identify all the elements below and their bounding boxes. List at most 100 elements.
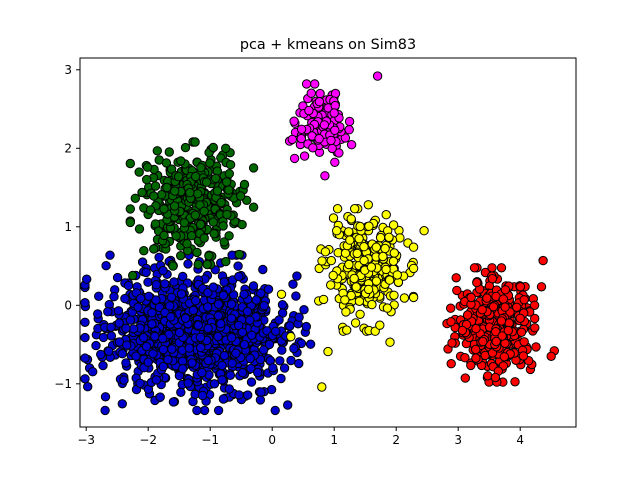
data-point bbox=[114, 318, 124, 328]
data-point bbox=[213, 331, 223, 342]
data-point bbox=[384, 232, 394, 243]
x-tick-label: −3 bbox=[77, 433, 95, 447]
data-point bbox=[191, 296, 201, 306]
data-point bbox=[150, 331, 160, 342]
data-point bbox=[487, 274, 498, 284]
data-point bbox=[148, 349, 158, 359]
data-point bbox=[319, 120, 330, 130]
data-point bbox=[208, 142, 219, 153]
data-point bbox=[519, 295, 529, 305]
data-point bbox=[139, 246, 149, 256]
data-point bbox=[503, 325, 513, 336]
data-point bbox=[270, 405, 280, 416]
data-point bbox=[185, 188, 195, 198]
data-point bbox=[350, 318, 361, 328]
data-point bbox=[239, 179, 250, 190]
data-point bbox=[330, 88, 341, 99]
data-point bbox=[136, 293, 146, 304]
data-point bbox=[151, 295, 161, 305]
data-point bbox=[259, 301, 269, 311]
data-point bbox=[248, 163, 259, 173]
data-point bbox=[340, 133, 351, 143]
data-point bbox=[80, 317, 90, 327]
data-point bbox=[263, 284, 274, 294]
data-point bbox=[482, 293, 492, 303]
x-tick-label: 1 bbox=[330, 433, 338, 447]
data-point bbox=[253, 367, 263, 378]
data-point bbox=[101, 261, 111, 271]
data-point bbox=[147, 319, 157, 329]
data-point bbox=[286, 332, 296, 342]
data-point bbox=[466, 360, 476, 371]
data-point bbox=[294, 312, 304, 322]
data-point bbox=[142, 162, 153, 172]
data-point bbox=[208, 282, 219, 292]
data-point bbox=[491, 336, 501, 347]
data-point bbox=[80, 374, 90, 384]
data-point bbox=[248, 202, 259, 212]
data-point bbox=[166, 312, 176, 322]
data-point bbox=[317, 382, 327, 392]
data-point bbox=[371, 276, 382, 286]
data-point bbox=[158, 333, 168, 344]
data-point bbox=[199, 206, 209, 217]
data-point bbox=[199, 233, 209, 243]
data-point bbox=[446, 303, 456, 313]
data-point bbox=[530, 313, 540, 324]
data-point bbox=[203, 355, 213, 366]
data-point bbox=[225, 160, 236, 170]
data-point bbox=[367, 299, 377, 310]
data-point bbox=[344, 259, 354, 270]
data-point bbox=[245, 315, 255, 325]
data-point bbox=[341, 307, 351, 317]
data-point bbox=[380, 243, 390, 254]
data-point bbox=[106, 331, 117, 341]
data-point bbox=[245, 353, 255, 364]
data-point bbox=[500, 302, 510, 312]
chart-title: pca + kmeans on Sim83 bbox=[240, 37, 416, 53]
data-point bbox=[151, 280, 162, 290]
data-point bbox=[531, 342, 541, 352]
data-point bbox=[408, 292, 419, 303]
data-point bbox=[296, 124, 307, 135]
data-point bbox=[234, 271, 244, 282]
data-point bbox=[289, 116, 299, 126]
data-point bbox=[80, 353, 90, 363]
data-point bbox=[258, 345, 269, 355]
data-point bbox=[515, 313, 525, 323]
data-point bbox=[237, 327, 248, 337]
data-point bbox=[104, 346, 114, 356]
data-point bbox=[209, 379, 220, 389]
data-points bbox=[80, 71, 559, 416]
data-point bbox=[355, 309, 365, 319]
data-point bbox=[460, 373, 470, 383]
data-point bbox=[305, 339, 316, 349]
data-point bbox=[320, 247, 331, 257]
data-point bbox=[329, 108, 339, 118]
data-point bbox=[251, 295, 261, 305]
data-point bbox=[193, 320, 204, 330]
data-point bbox=[258, 264, 268, 275]
data-point bbox=[224, 169, 235, 179]
data-point bbox=[478, 336, 488, 347]
data-point bbox=[176, 251, 186, 261]
data-point bbox=[128, 270, 138, 281]
data-point bbox=[446, 317, 456, 327]
data-point bbox=[496, 263, 507, 273]
data-point bbox=[323, 346, 333, 357]
data-point bbox=[100, 405, 110, 416]
data-point bbox=[299, 305, 309, 315]
data-point bbox=[462, 310, 473, 320]
data-point bbox=[248, 281, 259, 291]
data-point bbox=[328, 270, 338, 281]
data-point bbox=[344, 227, 354, 237]
data-point bbox=[392, 270, 402, 280]
data-point bbox=[96, 349, 106, 360]
data-point bbox=[538, 255, 548, 266]
data-point bbox=[121, 358, 131, 368]
data-point bbox=[80, 298, 90, 308]
data-point bbox=[477, 305, 487, 315]
data-point bbox=[168, 261, 178, 271]
data-point bbox=[512, 302, 522, 312]
data-point bbox=[117, 349, 128, 359]
